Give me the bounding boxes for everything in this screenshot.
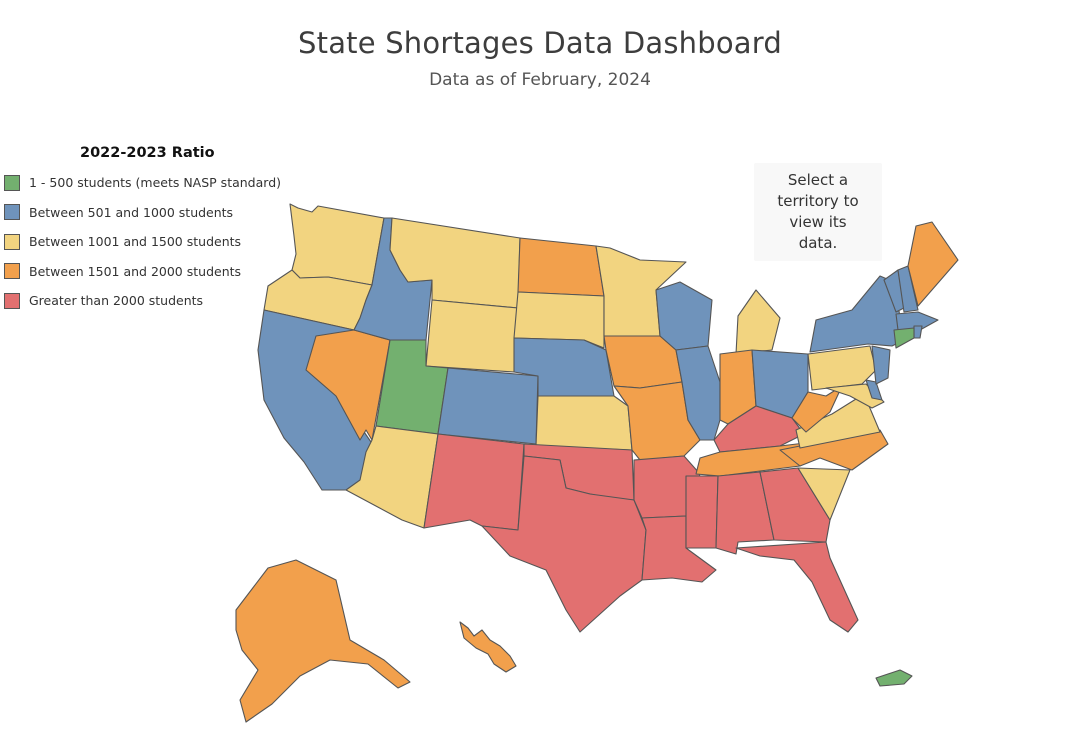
state-delaware[interactable]: [865, 379, 883, 401]
state-maine[interactable]: [907, 221, 959, 307]
state-south-carolina[interactable]: [797, 467, 851, 521]
state-pennsylvania[interactable]: [807, 345, 877, 391]
state-north-dakota[interactable]: [517, 237, 605, 297]
state-missouri[interactable]: [613, 381, 701, 461]
legend-swatch-2: [4, 233, 20, 250]
legend-label-0: 1 - 500 students (meets NASP standard): [29, 175, 282, 191]
legend-label-2: Between 1001 and 1500 students: [29, 234, 242, 250]
legend-item-4[interactable]: Greater than 2000 students: [4, 286, 304, 316]
select-territory-hint: Select a territory to view its data.: [754, 163, 882, 261]
state-washington[interactable]: [289, 203, 385, 286]
state-north-carolina[interactable]: [779, 429, 889, 471]
state-connecticut[interactable]: [893, 327, 915, 349]
legend-item-3[interactable]: Between 1501 and 2000 students: [4, 257, 304, 287]
state-mississippi[interactable]: [685, 475, 719, 549]
page-subtitle: Data as of February, 2024: [429, 70, 651, 90]
state-hawaii[interactable]: [459, 621, 517, 673]
legend-swatch-4: [4, 292, 20, 309]
legend-label-4: Greater than 2000 students: [29, 293, 204, 309]
legend-item-0[interactable]: 1 - 500 students (meets NASP standard): [4, 168, 304, 198]
state-michigan[interactable]: [735, 289, 781, 355]
state-wyoming[interactable]: [425, 299, 519, 373]
legend-item-2[interactable]: Between 1001 and 1500 students: [4, 227, 304, 257]
legend: 2022-2023 Ratio 1 - 500 students (meets …: [4, 145, 304, 316]
legend-item-1[interactable]: Between 501 and 1000 students: [4, 198, 304, 228]
state-wisconsin[interactable]: [655, 281, 713, 351]
legend-title: 2022-2023 Ratio: [80, 145, 215, 161]
state-massachusetts[interactable]: [895, 311, 939, 331]
state-florida[interactable]: [735, 541, 859, 633]
state-texas[interactable]: [481, 455, 647, 633]
state-new-jersey[interactable]: [871, 345, 891, 385]
state-kansas[interactable]: [535, 395, 633, 451]
state-new-hampshire[interactable]: [897, 265, 919, 313]
state-virginia[interactable]: [795, 393, 881, 449]
legend-swatch-3: [4, 263, 20, 280]
legend-swatch-1: [4, 204, 20, 221]
state-nevada[interactable]: [305, 329, 391, 441]
state-georgia[interactable]: [759, 467, 831, 543]
legend-label-3: Between 1501 and 2000 students: [29, 263, 242, 279]
state-colorado[interactable]: [437, 367, 539, 445]
page-title: State Shortages Data Dashboard: [298, 26, 782, 60]
state-alaska[interactable]: [235, 559, 411, 723]
state-puerto-rico[interactable]: [875, 669, 913, 687]
legend-swatch-0: [4, 174, 20, 191]
state-new-mexico[interactable]: [423, 433, 525, 531]
legend-label-1: Between 501 and 1000 students: [29, 204, 234, 220]
state-rhode-island[interactable]: [913, 325, 923, 339]
